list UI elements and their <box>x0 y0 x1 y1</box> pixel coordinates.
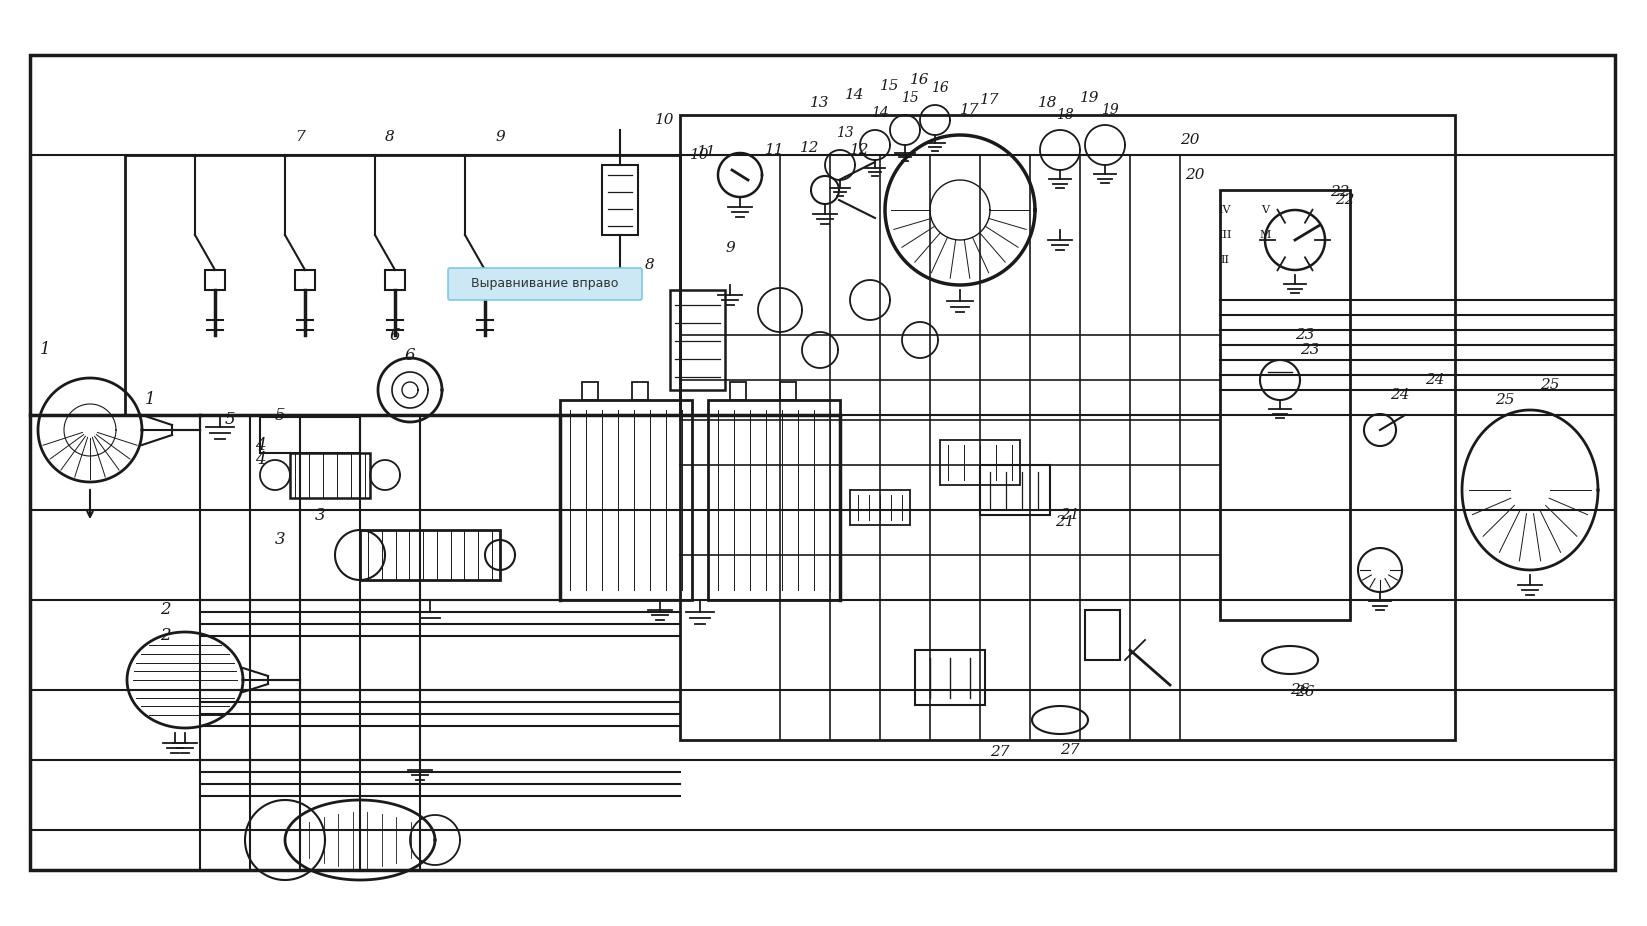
Bar <box>940 440 1019 485</box>
Text: 5: 5 <box>224 411 236 429</box>
Text: IV: IV <box>1219 205 1232 215</box>
Text: 10: 10 <box>690 148 710 162</box>
Bar <box>125 155 680 415</box>
Text: 19: 19 <box>1080 91 1100 105</box>
Text: 20: 20 <box>1186 168 1204 182</box>
Text: 11: 11 <box>766 143 784 157</box>
Text: 26: 26 <box>1295 685 1314 699</box>
Text: 8: 8 <box>646 258 656 272</box>
Text: 8: 8 <box>385 130 395 144</box>
Text: 22: 22 <box>1331 185 1351 199</box>
Text: II: II <box>1220 255 1230 265</box>
Text: 19: 19 <box>1102 103 1118 117</box>
Text: 15: 15 <box>879 79 899 93</box>
Text: 12: 12 <box>800 141 820 155</box>
Text: 17: 17 <box>980 93 1000 107</box>
Text: 2: 2 <box>160 602 170 619</box>
Text: 18: 18 <box>1038 96 1057 110</box>
Text: 5: 5 <box>275 407 285 423</box>
Text: 6: 6 <box>390 327 400 344</box>
Text: 25: 25 <box>1540 378 1560 392</box>
Bar <box>560 400 692 600</box>
Text: 24: 24 <box>1390 388 1410 402</box>
Text: Выравнивание вправо: Выравнивание вправо <box>471 278 619 291</box>
Text: 14: 14 <box>845 88 865 102</box>
Text: 15: 15 <box>901 91 919 105</box>
Text: 1: 1 <box>145 392 155 408</box>
Text: 14: 14 <box>871 106 889 120</box>
Text: 7: 7 <box>496 278 506 292</box>
Text: 3: 3 <box>275 532 285 548</box>
Bar <box>30 55 1616 870</box>
Text: M: M <box>1260 230 1271 240</box>
Bar <box>781 382 797 400</box>
Text: 2: 2 <box>160 627 170 644</box>
Bar <box>850 490 911 525</box>
Text: 9: 9 <box>725 241 735 255</box>
Bar <box>708 400 840 600</box>
Text: 12: 12 <box>850 143 870 157</box>
Bar <box>260 417 361 453</box>
Text: 23: 23 <box>1299 343 1319 357</box>
Bar <box>632 382 647 400</box>
Bar <box>916 650 985 705</box>
Text: 11: 11 <box>697 145 716 159</box>
Text: 27: 27 <box>1061 743 1080 757</box>
Bar <box>581 382 598 400</box>
Text: 18: 18 <box>1056 108 1074 122</box>
Text: 13: 13 <box>810 96 830 110</box>
Text: 24: 24 <box>1425 373 1444 387</box>
Text: 7: 7 <box>295 130 305 144</box>
Bar <box>730 382 746 400</box>
Bar <box>1085 610 1120 660</box>
Bar <box>670 290 725 390</box>
Text: V: V <box>1262 205 1268 215</box>
Text: 9: 9 <box>496 130 506 144</box>
Text: 21: 21 <box>1056 515 1075 529</box>
Text: 13: 13 <box>837 126 853 140</box>
Bar <box>204 270 226 290</box>
Text: 1: 1 <box>40 342 51 358</box>
Text: 22: 22 <box>1336 193 1355 207</box>
Bar <box>980 465 1051 515</box>
Text: 16: 16 <box>911 73 931 87</box>
Text: 27: 27 <box>990 745 1010 759</box>
Text: 3: 3 <box>315 507 326 523</box>
Bar <box>361 530 501 580</box>
Text: 4: 4 <box>255 452 265 469</box>
Bar <box>295 270 315 290</box>
Text: 10: 10 <box>656 113 675 127</box>
Bar <box>1220 190 1351 620</box>
Text: 26: 26 <box>1290 683 1309 697</box>
Text: 16: 16 <box>931 81 949 95</box>
FancyBboxPatch shape <box>448 268 642 300</box>
Text: 21: 21 <box>1061 508 1080 522</box>
Text: III: III <box>1219 230 1232 240</box>
Text: 25: 25 <box>1495 393 1515 407</box>
Bar <box>385 270 405 290</box>
Text: 23: 23 <box>1295 328 1314 342</box>
Bar <box>680 115 1454 740</box>
Bar <box>603 165 637 235</box>
Bar <box>474 270 496 290</box>
Text: 20: 20 <box>1181 133 1199 147</box>
Bar <box>290 453 371 498</box>
Text: 17: 17 <box>960 103 980 117</box>
Text: 6: 6 <box>405 346 415 364</box>
Text: 4: 4 <box>255 436 265 454</box>
